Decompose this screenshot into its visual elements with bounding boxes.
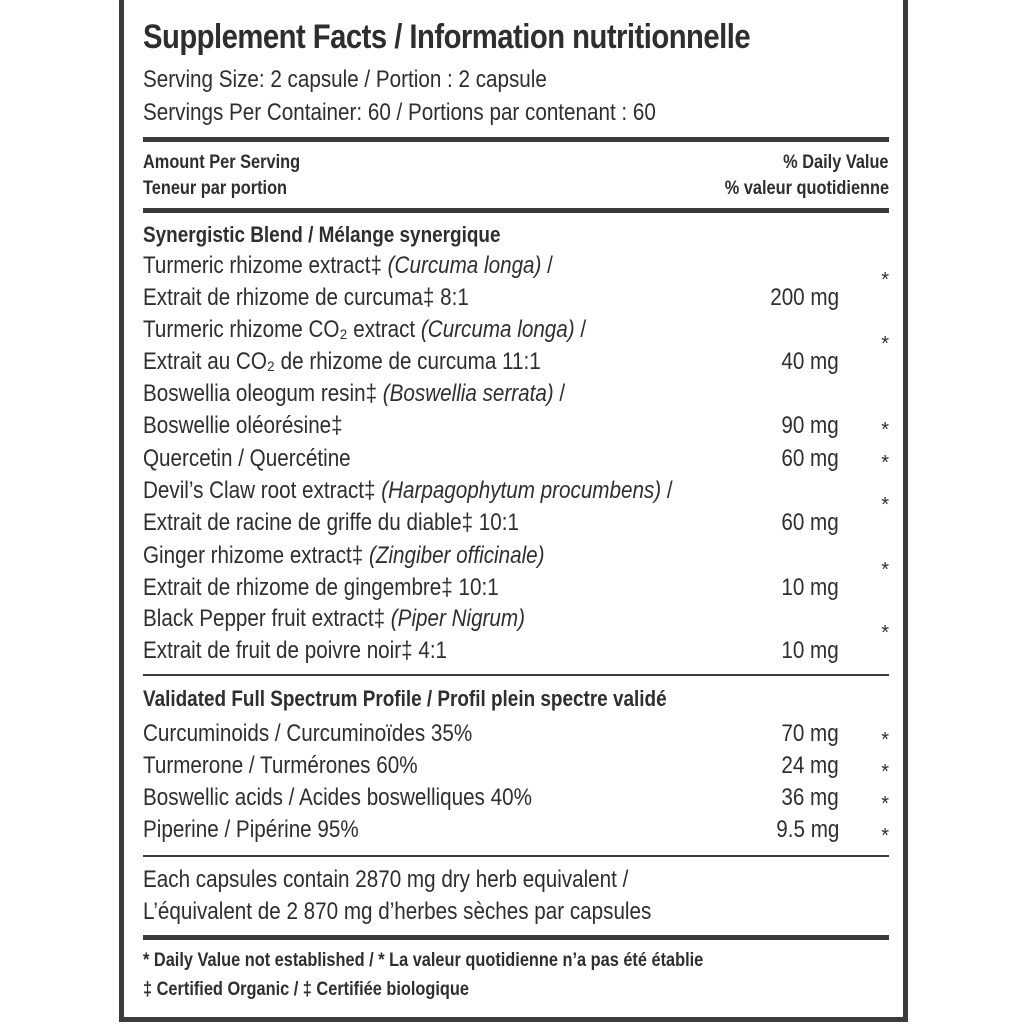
daily-value-mark: * xyxy=(881,793,889,815)
ingredient-row: Extrait de racine de griffe du diable‡ 1… xyxy=(143,495,889,539)
botanical-name: (Curcuma longa) xyxy=(387,252,542,279)
profile-amount: 36 mg xyxy=(781,784,839,811)
botanical-name: (Zingiber officinale) xyxy=(368,542,545,569)
footnote-organic: ‡ Certified Organic / ‡ Certifiée biolog… xyxy=(143,979,469,1000)
ingredient-row: Extrait de rhizome de gingembre‡ 10:1 10 … xyxy=(143,560,889,604)
amount-header-en: Amount Per Serving xyxy=(143,152,301,173)
ingredient-row: Extrait de fruit de poivre noir‡ 4:1 10 m… xyxy=(143,623,889,667)
ingredient-row: Quercetin / Quercétine 60 mg * xyxy=(143,443,889,475)
divider xyxy=(143,935,889,940)
daily-value-mark: * xyxy=(881,333,889,355)
footnote-daily-value: * Daily Value not established / * La val… xyxy=(143,950,704,971)
profile-amount: 70 mg xyxy=(781,720,839,747)
daily-value-mark: * xyxy=(881,761,889,783)
ingredient-amount: 10 mg xyxy=(781,637,839,664)
ingredient-label-en: Turmeric rhizome CO₂ extract (Curcuma lo… xyxy=(143,316,587,343)
ingredient-amount: 40 mg xyxy=(781,348,839,375)
ingredient-amount: 60 mg xyxy=(781,509,839,536)
daily-value-mark: * xyxy=(881,419,889,441)
ingredient-amount: 10 mg xyxy=(781,574,839,601)
ingredient-label: Quercetin / Quercétine xyxy=(143,445,351,472)
daily-value-mark: * xyxy=(881,452,889,474)
botanical-name: (Boswellia serrata) xyxy=(382,380,554,407)
profile-row: Boswellic acids / Acides boswelliques 40… xyxy=(143,782,889,814)
amount-header-fr: Teneur par portion xyxy=(143,178,288,199)
divider xyxy=(143,137,889,142)
ingredient-row: Turmeric rhizome CO₂ extract (Curcuma lo… xyxy=(143,314,889,346)
ingredient-label-fr: Boswellie oléorésine‡ xyxy=(143,412,343,439)
ingredient-label-en: Devil’s Claw root extract‡ (Harpagophytu… xyxy=(143,477,673,504)
supplement-facts-panel: Supplement Facts / Information nutrition… xyxy=(119,0,908,1022)
ingredient-row: Boswellie oléorésine‡ 90 mg * xyxy=(143,410,889,442)
botanical-name: (Curcuma longa) xyxy=(420,316,575,343)
ingredient-row: Ginger rhizome extract‡ (Zingiber offici… xyxy=(143,540,889,572)
herb-equivalent-en: Each capsules contain 2870 mg dry herb e… xyxy=(143,866,629,893)
ingredient-label-en: Black Pepper fruit extract‡ (Piper Nigru… xyxy=(143,605,525,632)
profile-row: Piperine / Pipérine 95% 9.5 mg * xyxy=(143,814,889,846)
ingredient-label-en: Ginger rhizome extract‡ (Zingiber offici… xyxy=(143,542,545,569)
ingredient-label-en: Turmeric rhizome extract‡ (Curcuma longa… xyxy=(143,252,553,279)
ingredient-row: Extrait de rhizome de curcuma‡ 8:1 200 mg… xyxy=(143,270,889,314)
ingredient-label-en: Boswellia oleogum resin‡ (Boswellia serr… xyxy=(143,380,566,407)
ingredient-amount: 60 mg xyxy=(781,445,839,472)
blend-title: Synergistic Blend / Mélange synergique xyxy=(143,222,501,247)
botanical-name: (Piper Nigrum) xyxy=(390,605,525,632)
ingredient-label-fr: Extrait de rhizome de gingembre‡ 10:1 xyxy=(143,574,499,601)
profile-title: Validated Full Spectrum Profile / Profil… xyxy=(143,686,667,711)
profile-label: Curcuminoids / Curcuminoïdes 35% xyxy=(143,720,473,747)
profile-row: Turmerone / Turmérones 60% 24 mg * xyxy=(143,750,889,782)
divider xyxy=(143,855,889,857)
ingredient-amount: 90 mg xyxy=(781,412,839,439)
divider xyxy=(143,674,889,676)
profile-label: Piperine / Pipérine 95% xyxy=(143,816,359,843)
daily-value-mark: * xyxy=(881,729,889,751)
daily-value-mark: * xyxy=(881,269,889,291)
dv-header-fr: % valeur quotidienne xyxy=(724,178,889,199)
profile-amount: 24 mg xyxy=(781,752,839,779)
daily-value-mark: * xyxy=(881,622,889,644)
ingredient-row: Devil’s Claw root extract‡ (Harpagophytu… xyxy=(143,475,889,507)
ingredient-amount: 200 mg xyxy=(770,284,839,311)
ingredient-label-fr: Extrait de rhizome de curcuma‡ 8:1 xyxy=(143,284,469,311)
profile-amount: 9.5 mg xyxy=(775,816,839,843)
daily-value-mark: * xyxy=(881,825,889,847)
divider xyxy=(143,208,889,213)
profile-label: Boswellic acids / Acides boswelliques 40… xyxy=(143,784,532,811)
daily-value-mark: * xyxy=(881,559,889,581)
servings-per-container: Servings Per Container: 60 / Portions pa… xyxy=(143,99,656,126)
panel-title: Supplement Facts / Information nutrition… xyxy=(143,18,751,56)
ingredient-label-fr: Extrait au CO₂ de rhizome de curcuma 11:… xyxy=(143,348,541,375)
dv-header-en: % Daily Value xyxy=(783,152,889,173)
ingredient-row: Black Pepper fruit extract‡ (Piper Nigru… xyxy=(143,603,889,635)
botanical-name: (Harpagophytum procumbens) xyxy=(381,477,662,504)
ingredient-row: Extrait au CO₂ de rhizome de curcuma 11:… xyxy=(143,334,889,378)
herb-equivalent-fr: L’équivalent de 2 870 mg d’herbes sèches… xyxy=(143,898,652,925)
ingredient-row: Boswellia oleogum resin‡ (Boswellia serr… xyxy=(143,378,889,410)
serving-size: Serving Size: 2 capsule / Portion : 2 ca… xyxy=(143,66,547,93)
ingredient-label-fr: Extrait de racine de griffe du diable‡ 1… xyxy=(143,509,519,536)
profile-row: Curcuminoids / Curcuminoïdes 35% 70 mg * xyxy=(143,718,889,750)
daily-value-mark: * xyxy=(881,494,889,516)
ingredient-label-fr: Extrait de fruit de poivre noir‡ 4:1 xyxy=(143,637,448,664)
profile-label: Turmerone / Turmérones 60% xyxy=(143,752,418,779)
ingredient-row: Turmeric rhizome extract‡ (Curcuma longa… xyxy=(143,250,889,282)
